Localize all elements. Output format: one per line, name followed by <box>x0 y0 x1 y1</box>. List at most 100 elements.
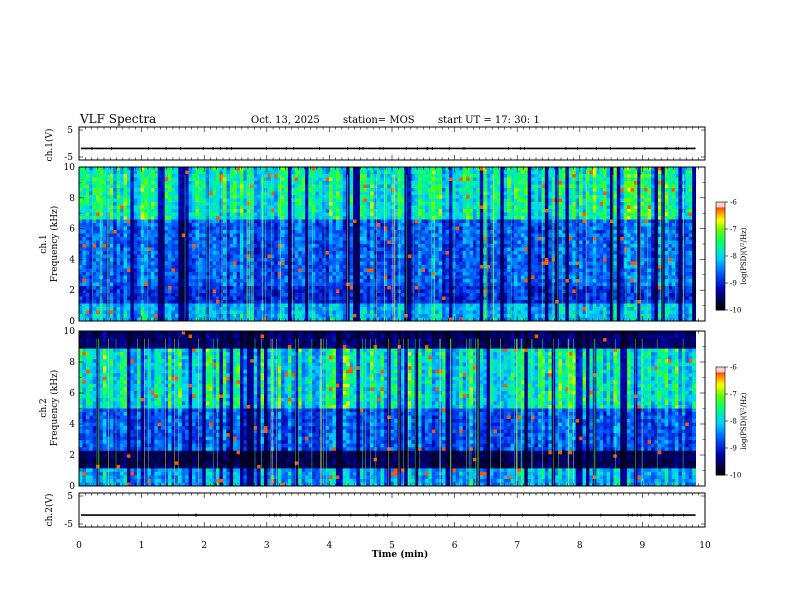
spectrogram-cell <box>644 258 649 262</box>
spectrogram-cell <box>325 237 330 241</box>
spectrogram-cell <box>284 191 289 196</box>
spectrogram-cell <box>534 244 539 248</box>
spectrogram-cell <box>592 212 597 217</box>
spectrogram-cell <box>377 219 381 224</box>
spectrogram-cell <box>435 170 440 175</box>
spectrogram-cell <box>178 216 183 220</box>
spectrogram-cell <box>236 188 241 192</box>
spectrogram-cell <box>551 205 556 210</box>
spectrogram-cell <box>171 251 176 255</box>
spectrogram-cell <box>267 181 272 185</box>
spectrogram-cell <box>664 223 669 227</box>
spectrogram-cell <box>507 240 512 245</box>
spectrogram-cell <box>144 195 148 199</box>
spectrogram-cell <box>329 174 333 178</box>
spectrogram-cell <box>140 191 145 196</box>
spectrogram-cell <box>294 240 299 245</box>
spectrogram-cell <box>418 230 422 234</box>
spectrogram-cell <box>274 233 279 238</box>
spectrogram-cell <box>287 240 292 245</box>
spectrogram-cell <box>668 251 673 255</box>
spectrogram-cell <box>383 258 388 262</box>
spectrogram-cell <box>565 202 570 206</box>
spectrogram-cell <box>113 167 118 171</box>
spectrogram-cell <box>318 167 323 171</box>
spectrogram-cell <box>318 247 323 252</box>
spectrogram-cell <box>267 212 272 217</box>
spectrogram-cell <box>322 223 327 227</box>
spectrogram-cell <box>647 251 652 255</box>
spectrogram-cell <box>503 167 508 171</box>
spectrogram-cell <box>459 219 464 224</box>
spectrogram-cell <box>404 244 409 248</box>
spectrogram-cell <box>527 216 532 220</box>
spectrogram-cell <box>661 212 666 217</box>
spectrogram-cell <box>448 170 453 175</box>
spectrogram-cell <box>466 209 470 213</box>
spectrogram-cell <box>421 198 426 203</box>
spectrogram-cell <box>404 188 409 192</box>
spectrogram-cell <box>517 205 522 210</box>
spectrogram-cell <box>493 226 498 231</box>
spectrogram-cell <box>126 198 131 203</box>
spectrogram-cell <box>507 209 512 213</box>
spectrogram-cell <box>562 212 566 217</box>
spectrogram-cell <box>346 237 351 241</box>
spectrogram-cell <box>109 195 114 199</box>
spectrogram-cell <box>353 181 357 185</box>
spectrogram-cell <box>585 181 590 185</box>
spectrogram-cell <box>212 181 217 185</box>
spectrogram-cell <box>126 223 131 227</box>
spectrogram-cell <box>555 258 559 262</box>
spectrogram-cell <box>185 233 190 238</box>
spectrogram-cell <box>233 226 237 231</box>
spectrogram-cell <box>335 254 340 259</box>
spectrogram-cell <box>466 188 470 192</box>
spectrogram-cell <box>359 233 364 238</box>
spectrogram-cell <box>510 244 515 248</box>
spectrogram-cell <box>514 198 518 203</box>
spectrogram-cell <box>137 258 142 262</box>
spectrogram-cell <box>606 258 611 262</box>
spectrogram-cell <box>414 205 419 210</box>
spectrogram-cell <box>284 258 289 262</box>
spectrogram-cell <box>346 254 351 259</box>
spectrogram-cell <box>421 184 426 189</box>
spectrogram-cell <box>202 219 207 224</box>
spectrogram-cell <box>651 184 655 189</box>
spectrogram-cell <box>243 261 248 266</box>
spectrogram-cell <box>688 237 693 241</box>
spectrogram-cell <box>589 258 594 262</box>
spectrogram-cell <box>568 177 573 182</box>
spectrogram-cell <box>174 240 179 245</box>
spectrogram-cell <box>483 209 488 213</box>
spectrogram-cell <box>301 261 306 266</box>
spectrogram-cell <box>596 219 601 224</box>
spectrogram-cell <box>154 223 159 227</box>
spectrogram-cell <box>154 195 159 199</box>
spectrogram-cell <box>651 202 655 206</box>
spectrogram-cell <box>496 216 501 220</box>
spectrogram-cell <box>418 244 422 248</box>
spectrogram-cell <box>428 223 433 227</box>
spectrogram-cell <box>216 237 220 241</box>
spectrogram-cell <box>486 170 491 175</box>
spectrogram-cell <box>92 202 97 206</box>
spectrogram-cell <box>541 198 546 203</box>
spectrogram-cell <box>551 233 556 238</box>
spectrogram-cell <box>82 240 87 245</box>
spectrogram-cell <box>322 177 327 182</box>
spectrogram-cell <box>253 230 258 234</box>
spectrogram-cell <box>82 195 87 199</box>
spectrogram-cell <box>318 251 323 255</box>
spectrogram-cell <box>589 188 594 192</box>
spectrogram-cell <box>496 195 501 199</box>
spectrogram-cell <box>339 191 344 196</box>
spectrogram-cell <box>267 177 272 182</box>
spectrogram-cell <box>178 170 183 175</box>
spectrogram-cell <box>448 202 453 206</box>
spectrogram-cell <box>592 181 597 185</box>
spectrogram-cell <box>294 230 299 234</box>
spectrogram-cell <box>637 226 642 231</box>
spectrogram-cell <box>120 198 124 203</box>
